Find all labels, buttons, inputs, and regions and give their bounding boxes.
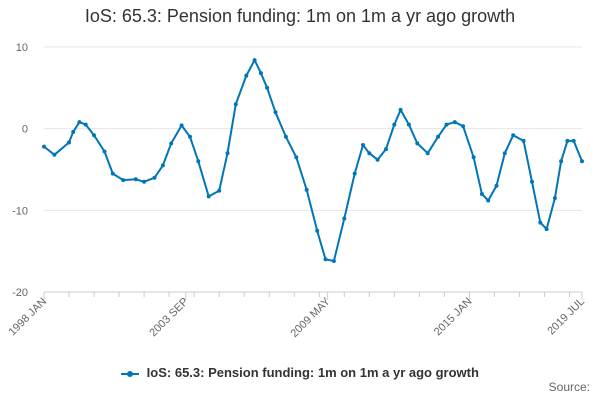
data-point [521,138,526,143]
data-point [71,129,76,134]
data-point [252,58,257,63]
credits[interactable]: Source: [548,380,590,394]
data-point [206,194,211,199]
data-point [461,124,466,129]
data-point [265,85,270,90]
data-point [511,133,516,138]
data-point [331,259,336,263]
data-point [142,179,147,184]
series-line [43,59,583,262]
data-point [479,192,484,196]
data-point [415,141,420,146]
data-point [294,155,299,160]
data-point [121,178,126,183]
y-tick-label: 10 [16,42,28,54]
data-point [436,134,441,139]
legend-label: IoS: 65.3: Pension funding: 1m on 1m a y… [146,365,479,380]
data-point [188,134,192,139]
data-point [352,171,357,176]
data-point [361,143,365,147]
x-tick-label: 2009 MAY [288,295,333,340]
data-point [538,220,543,225]
data-point [552,196,557,201]
data-point [217,188,222,193]
data-point [580,159,584,164]
data-point [283,134,288,139]
data-point [179,123,184,128]
legend[interactable]: IoS: 65.3: Pension funding: 1m on 1m a y… [0,365,600,380]
y-tick-label: -20 [12,287,28,299]
data-point [392,122,397,127]
x-tick-label: 2019 JUL [545,296,587,338]
chart-title: IoS: 65.3: Pension funding: 1m on 1m a y… [84,6,516,26]
data-point [502,151,507,156]
data-point [342,216,347,221]
data-point [425,151,430,156]
data-point [530,179,534,184]
data-point [92,133,96,138]
data-point [375,157,380,162]
data-point [315,228,320,233]
data-point [367,151,372,156]
data-point [225,151,230,156]
data-point [273,110,278,115]
data-point [110,171,115,176]
data-point [67,140,71,145]
data-point [452,120,457,125]
data-point [571,138,576,143]
data-point [304,187,309,192]
data-point [444,122,449,127]
data-point [77,120,82,125]
data-point [398,107,403,112]
x-tick-label: 2003 SEP [147,296,191,340]
y-tick-label: 0 [22,124,28,136]
data-point [83,122,88,127]
data-point [169,141,174,146]
data-point [102,149,107,154]
data-point [244,73,249,78]
data-point [559,159,564,164]
data-point [494,183,499,188]
x-tick-label: 1998 JAN [6,296,49,339]
data-point [258,71,263,76]
data-point [160,163,165,168]
data-point [233,102,238,107]
data-point [471,155,476,160]
data-point [52,152,57,157]
data-point [486,198,491,203]
data-point [565,138,570,143]
legend-line-marker-icon [121,369,140,379]
data-point [544,227,549,232]
y-tick-label: -10 [12,205,28,217]
data-point [133,177,138,182]
data-point [323,257,328,262]
data-point [42,144,46,149]
x-tick-label: 2015 JAN [432,296,475,339]
data-point [406,122,411,127]
data-point [152,175,157,180]
data-point [384,147,388,152]
series-layer [42,58,584,263]
data-point [196,159,201,164]
